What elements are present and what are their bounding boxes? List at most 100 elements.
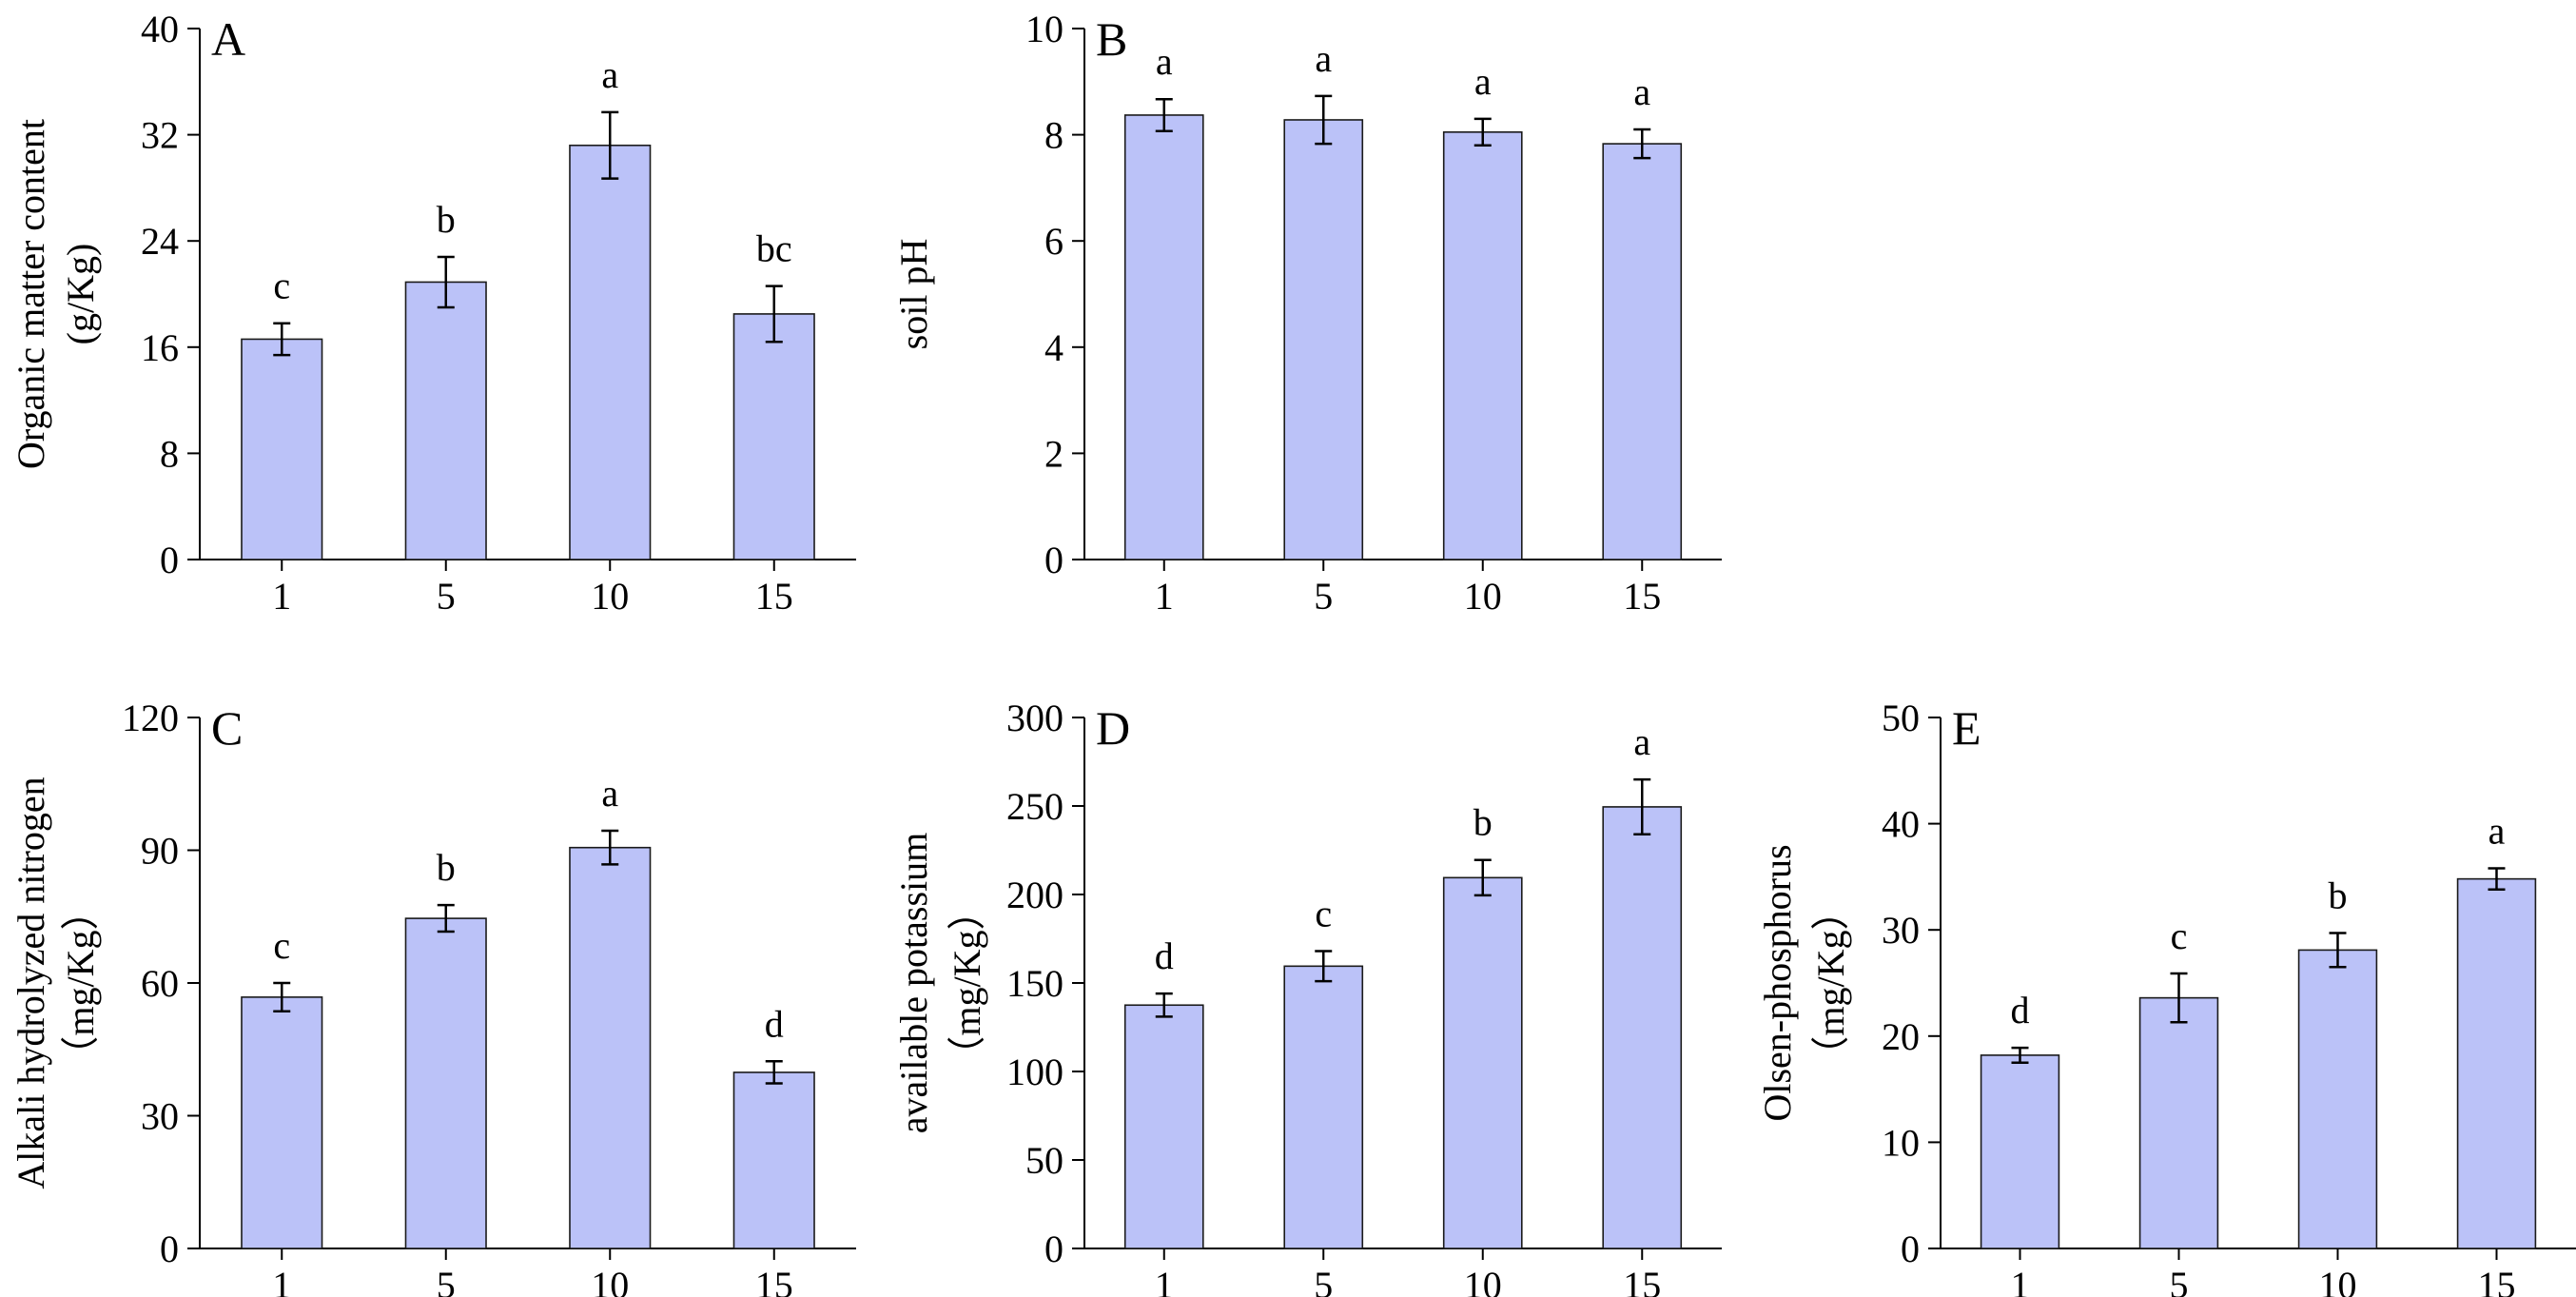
y-tick-label: 32 [141,114,179,157]
x-tick-label: 1 [1155,575,1174,618]
bar [1442,131,1523,560]
y-tick-label: 60 [141,962,179,1005]
x-tick-label: 10 [591,575,629,618]
y-tick-label: 40 [141,8,179,50]
bar [1980,1054,2060,1249]
bar [241,996,323,1249]
y-tick-label: 8 [160,432,179,475]
x-tick-label: 5 [1314,1264,1333,1297]
y-tick-label: 0 [1044,1228,1064,1270]
y-axis-label: Alkali hydrolyzed nitrogen [10,776,52,1189]
y-tick-label: 30 [1882,909,1920,952]
significance-label: b [2329,874,2348,917]
bar [2138,996,2219,1249]
significance-label: c [273,924,290,967]
y-tick-label: 0 [160,539,179,581]
x-tick-label: 15 [1623,1264,1661,1297]
bar [569,846,652,1249]
y-tick-label: 120 [122,697,179,739]
x-tick-label: 10 [1464,575,1502,618]
y-tick-label: 30 [141,1095,179,1138]
y-tick-label: 2 [1044,432,1064,475]
significance-label: a [1315,37,1332,80]
panel-label: D [1096,701,1130,755]
significance-label: b [437,198,456,241]
y-tick-label: 200 [1006,874,1064,916]
y-axis-label: Olsen-phosphorus [1756,844,1799,1121]
y-tick-label: 300 [1006,697,1064,739]
significance-label: d [1155,934,1174,977]
chart-panel-e: 0 10 20 30 40 50 1 d 5 c 10 b 15 a E Olsen-phosphorus （m… [1756,697,2576,1297]
x-tick-label: 5 [437,575,456,618]
y-tick-label: 250 [1006,785,1064,828]
y-tick-label: 50 [1025,1139,1064,1182]
x-tick-label: 5 [437,1264,456,1297]
significance-label: c [1315,893,1332,935]
bar [2456,877,2537,1249]
y-tick-label: 6 [1044,220,1064,263]
bar [241,338,323,560]
y-tick-label: 8 [1044,114,1064,157]
y-tick-label: 0 [1901,1228,1920,1270]
significance-label: a [601,53,618,96]
x-tick-label: 10 [1464,1264,1502,1297]
y-tick-label: 10 [1882,1121,1920,1164]
significance-label: a [1633,720,1650,763]
y-axis-unit-label: （mg/Kg） [59,892,102,1073]
significance-label: c [273,265,290,307]
y-tick-label: 16 [141,326,179,369]
y-axis-label: Organic matter content [10,119,52,469]
x-tick-label: 10 [2319,1264,2357,1297]
bar [2297,949,2378,1249]
x-tick-label: 1 [2011,1264,2030,1297]
significance-label: a [1156,40,1173,83]
bar [1123,1004,1204,1249]
significance-label: bc [756,227,792,270]
panel-label: B [1096,12,1127,66]
significance-label: d [765,1002,784,1045]
chart-panel-a: 0 8 16 24 32 40 1 c 5 b 10 a 15 bc A Organic matter con… [10,8,856,618]
y-tick-label: 100 [1006,1051,1064,1093]
x-tick-label: 1 [272,1264,291,1297]
significance-label: c [2171,914,2188,957]
x-tick-label: 15 [2478,1264,2516,1297]
y-tick-label: 0 [1044,539,1064,581]
bar [1602,143,1683,560]
bar [404,281,487,560]
x-tick-label: 5 [2170,1264,2189,1297]
significance-label: a [1474,60,1492,103]
x-tick-label: 1 [1155,1264,1174,1297]
panel-label: E [1952,701,1981,755]
y-axis-label: available potassium [892,833,935,1134]
significance-label: a [601,772,618,815]
bar [1123,114,1204,560]
significance-label: d [2011,989,2030,1032]
bar [732,1071,815,1249]
y-tick-label: 10 [1025,8,1064,50]
y-tick-label: 0 [160,1228,179,1270]
bar [1442,876,1523,1249]
x-tick-label: 15 [1623,575,1661,618]
x-tick-label: 1 [272,575,291,618]
y-tick-label: 20 [1882,1015,1920,1058]
y-axis-unit-label: （mg/Kg） [1809,892,1852,1073]
chart-panel-c: 0 30 60 90 120 1 c 5 b 10 a 15 d C Alkali hydrolyzed n… [10,697,856,1297]
y-tick-label: 90 [141,830,179,873]
y-axis-label: soil pH [892,239,935,350]
y-tick-label: 24 [141,220,179,263]
bar [1283,965,1364,1249]
y-tick-label: 4 [1044,326,1064,369]
significance-label: a [1633,70,1650,113]
y-axis-unit-label: (g/Kg) [59,244,102,345]
x-tick-label: 10 [591,1264,629,1297]
y-tick-label: 150 [1006,962,1064,1005]
bar [569,144,652,560]
significance-label: b [437,846,456,889]
y-tick-label: 40 [1882,803,1920,846]
significance-label: a [2488,809,2506,852]
y-tick-label: 50 [1882,697,1920,739]
bar [732,313,815,560]
